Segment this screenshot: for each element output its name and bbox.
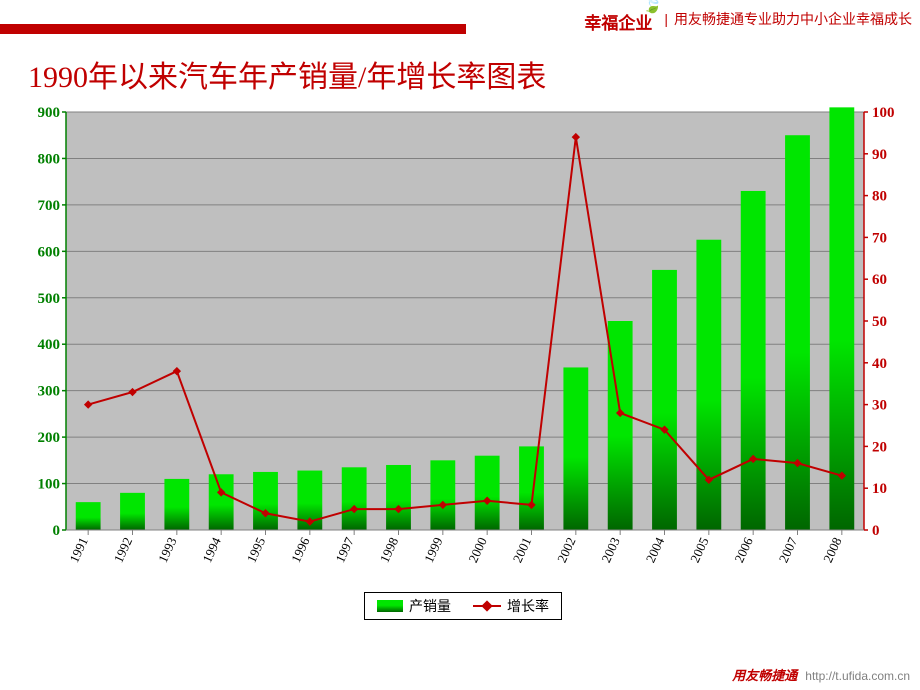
legend-item-bars: 产销量 (377, 596, 451, 616)
svg-text:1993: 1993 (155, 535, 180, 565)
legend: 产销量 增长率 (364, 592, 562, 620)
brand-logo: 幸福企业 🍃 (584, 4, 658, 34)
svg-text:300: 300 (38, 384, 61, 400)
svg-text:0: 0 (53, 523, 61, 539)
svg-text:2003: 2003 (598, 535, 623, 565)
svg-text:2001: 2001 (510, 535, 535, 565)
legend-item-line: 增长率 (473, 596, 549, 616)
svg-text:1992: 1992 (111, 535, 136, 565)
svg-text:1998: 1998 (377, 535, 402, 565)
svg-text:500: 500 (38, 291, 61, 307)
footer-url: http://t.ufida.com.cn (805, 669, 910, 683)
footer-brand: 用友畅捷通 (732, 665, 797, 684)
svg-text:40: 40 (872, 356, 887, 372)
svg-text:400: 400 (38, 337, 61, 353)
svg-text:800: 800 (38, 151, 61, 167)
svg-text:80: 80 (872, 189, 887, 205)
svg-text:70: 70 (872, 230, 887, 246)
svg-text:600: 600 (38, 244, 61, 260)
line-swatch-icon (473, 599, 501, 613)
svg-text:90: 90 (872, 147, 887, 163)
header: 幸福企业 🍃 | 用友畅捷通专业助力中小企业幸福成长 (0, 0, 920, 38)
svg-text:1995: 1995 (244, 535, 269, 565)
brand-divider: | (664, 11, 668, 27)
svg-text:1996: 1996 (288, 534, 313, 564)
svg-text:50: 50 (872, 314, 887, 330)
svg-text:2005: 2005 (687, 535, 712, 565)
svg-text:60: 60 (872, 272, 887, 288)
bar-swatch-icon (377, 600, 403, 612)
svg-text:20: 20 (872, 439, 887, 455)
brand-tagline: 用友畅捷通专业助力中小企业幸福成长 (674, 9, 912, 29)
svg-text:1994: 1994 (199, 534, 224, 564)
header-red-bar (0, 24, 466, 34)
svg-text:2000: 2000 (465, 535, 490, 565)
svg-text:1991: 1991 (66, 535, 91, 565)
svg-text:1999: 1999 (421, 535, 446, 565)
svg-text:700: 700 (38, 198, 61, 214)
svg-text:1997: 1997 (332, 534, 357, 564)
svg-text:10: 10 (872, 481, 887, 497)
leaf-icon: 🍃 (642, 0, 662, 14)
legend-label-line: 增长率 (507, 596, 549, 616)
footer: 用友畅捷通 http://t.ufida.com.cn (732, 665, 910, 684)
svg-text:2006: 2006 (731, 534, 756, 564)
svg-text:100: 100 (38, 477, 61, 493)
svg-text:2007: 2007 (776, 534, 801, 564)
chart-svg: 0 100 200 300 400 500 600 700 800 900 0 10 20 30 40 50 6… (18, 104, 908, 624)
svg-text:2008: 2008 (820, 535, 845, 565)
svg-text:0: 0 (872, 523, 880, 539)
chart: 0 100 200 300 400 500 600 700 800 900 0 10 20 30 40 50 6… (18, 104, 908, 624)
svg-text:900: 900 (38, 105, 61, 121)
svg-text:2004: 2004 (643, 534, 668, 564)
header-right: 幸福企业 🍃 | 用友畅捷通专业助力中小企业幸福成长 (584, 4, 912, 34)
svg-text:30: 30 (872, 398, 887, 414)
svg-text:200: 200 (38, 430, 61, 446)
legend-label-bars: 产销量 (409, 596, 451, 616)
svg-text:2002: 2002 (554, 535, 579, 565)
svg-text:100: 100 (872, 105, 895, 121)
page-title: 1990年以来汽车年产销量/年增长率图表 (0, 38, 920, 104)
